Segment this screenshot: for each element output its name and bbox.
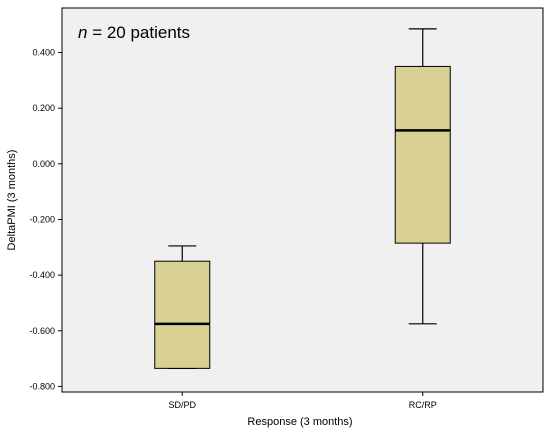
plot-area (61, 7, 544, 393)
box-rc-rp (394, 28, 451, 325)
x-axis: SD/PD RC/RP (168, 392, 437, 410)
box-iqr (394, 65, 451, 244)
sample-size-annotation: n = 20 patients (78, 23, 190, 42)
y-tick-label: -0.800 (29, 381, 55, 391)
y-tick-label: -0.600 (29, 326, 55, 336)
y-tick-label: -0.400 (29, 270, 55, 280)
box-sd-pd (154, 245, 211, 369)
n-symbol: n (78, 23, 87, 42)
x-axis-title: Response (3 months) (247, 416, 352, 428)
y-axis: 0.400 0.200 0.000 -0.200 -0.400 -0.600 -0.800 (29, 48, 62, 391)
annotation-text: = 20 patients (87, 23, 190, 42)
y-tick-label: 0.000 (32, 159, 55, 169)
y-axis-title: DeltaPMI (3 months) (6, 150, 18, 251)
x-tick-label: RC/RP (409, 400, 437, 410)
box-iqr (154, 260, 211, 369)
y-tick-label: 0.400 (32, 48, 55, 58)
y-tick-label: 0.200 (32, 103, 55, 113)
y-tick-label: -0.200 (29, 214, 55, 224)
boxes (154, 28, 451, 369)
x-tick-label: SD/PD (168, 400, 196, 410)
